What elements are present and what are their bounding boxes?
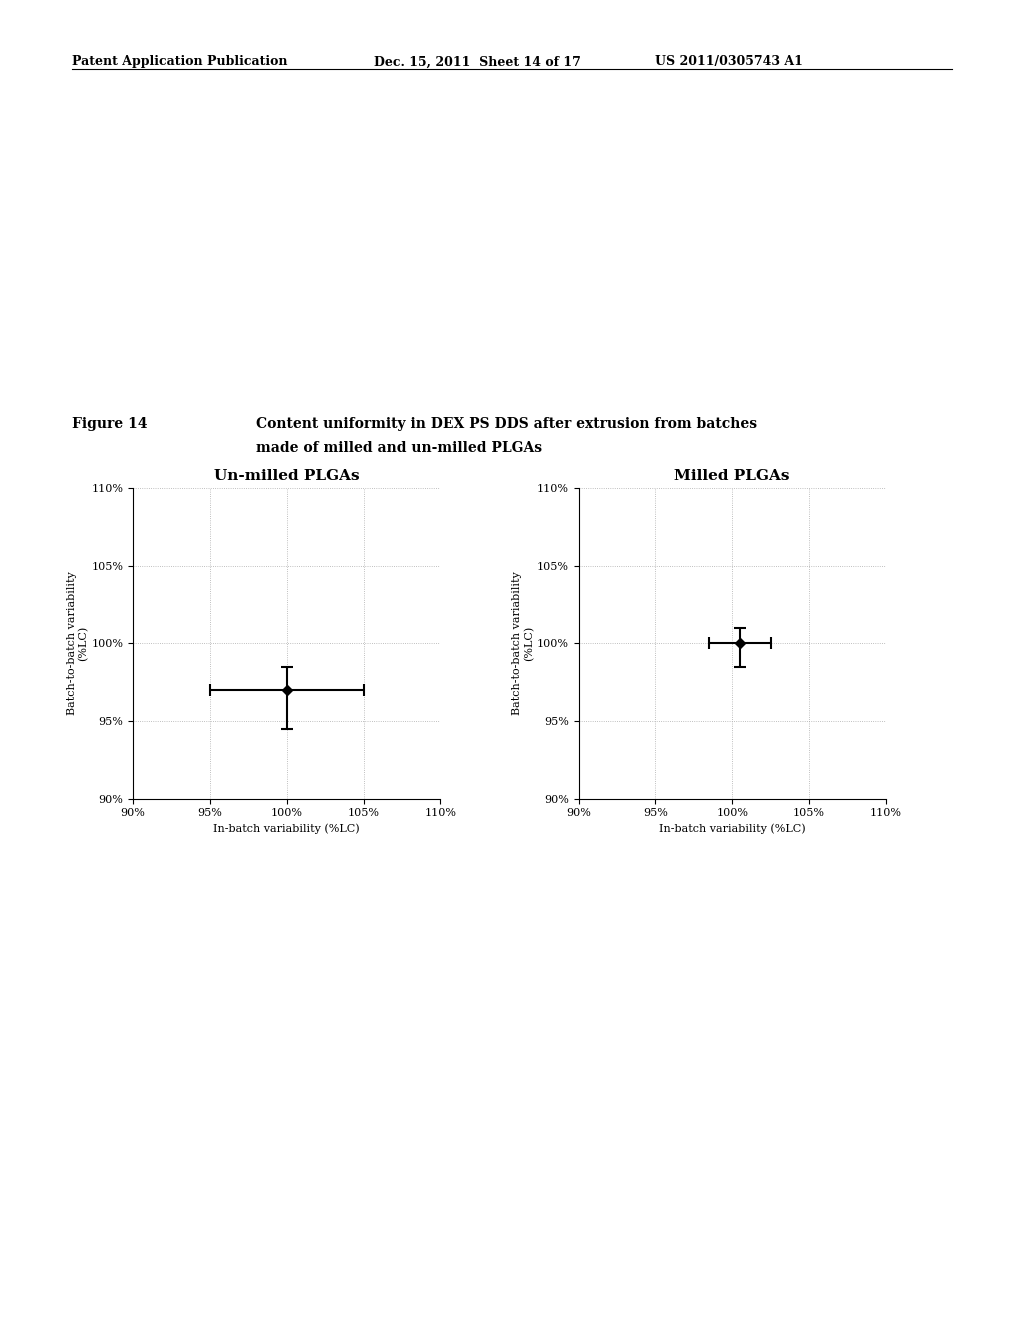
Text: Dec. 15, 2011  Sheet 14 of 17: Dec. 15, 2011 Sheet 14 of 17 [374, 55, 581, 69]
X-axis label: In-batch variability (%LC): In-batch variability (%LC) [213, 824, 360, 834]
Text: Content uniformity in DEX PS DDS after extrusion from batches: Content uniformity in DEX PS DDS after e… [256, 417, 757, 432]
Text: made of milled and un-milled PLGAs: made of milled and un-milled PLGAs [256, 441, 542, 455]
Text: US 2011/0305743 A1: US 2011/0305743 A1 [655, 55, 803, 69]
Y-axis label: Batch-to-batch variability
(%LC): Batch-to-batch variability (%LC) [67, 572, 89, 715]
X-axis label: In-batch variability (%LC): In-batch variability (%LC) [658, 824, 806, 834]
Y-axis label: Batch-to-batch variability
(%LC): Batch-to-batch variability (%LC) [512, 572, 535, 715]
Title: Milled PLGAs: Milled PLGAs [675, 469, 790, 483]
Text: Figure 14: Figure 14 [72, 417, 147, 432]
Title: Un-milled PLGAs: Un-milled PLGAs [214, 469, 359, 483]
Text: Patent Application Publication: Patent Application Publication [72, 55, 287, 69]
